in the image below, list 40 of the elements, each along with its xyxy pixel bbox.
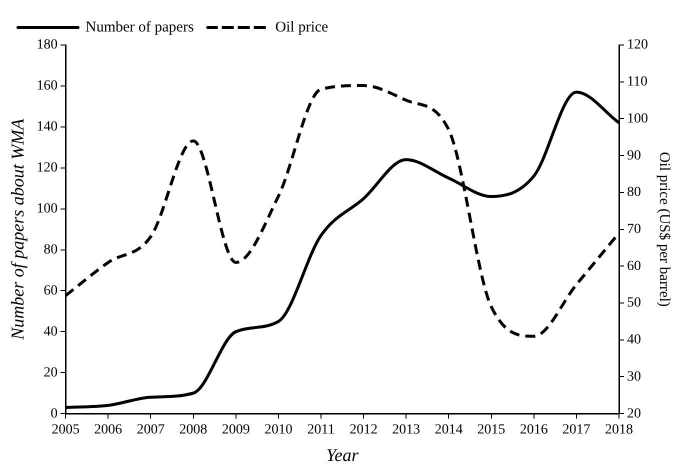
- x-tick-label: 2006: [94, 422, 122, 438]
- x-tick-label: 2011: [307, 422, 335, 438]
- y-tick-label: 140: [36, 120, 58, 135]
- y-tick-label: 0: [50, 406, 58, 422]
- x-tick-label: 2009: [222, 422, 250, 438]
- x-axis-title: Year: [326, 444, 360, 465]
- x-tick-label: 2005: [52, 422, 80, 438]
- y-tick-label: 80: [44, 242, 58, 258]
- y-tick-label: 60: [44, 283, 58, 298]
- y-tick-label: 40: [44, 324, 58, 340]
- y2-tick-label: 80: [627, 185, 641, 200]
- y2-tick-label: 30: [627, 369, 641, 384]
- y2-tick-label: 110: [627, 74, 648, 90]
- y2-tick-label: 20: [627, 406, 641, 422]
- y2-tick-label: 90: [627, 148, 641, 164]
- x-tick-label: 2008: [179, 422, 208, 438]
- y-tick-label: 160: [36, 78, 58, 94]
- y2-tick-label: 60: [627, 258, 641, 274]
- x-tick-label: 2014: [434, 422, 463, 438]
- y2-axis-title: Oil price (US$ per barrel): [656, 152, 672, 307]
- y-tick-label: 100: [36, 201, 58, 216]
- y2-tick-label: 120: [627, 38, 648, 53]
- legend-label: Number of papers: [86, 19, 194, 36]
- y-tick-label: 180: [36, 38, 58, 53]
- y2-tick-label: 40: [627, 332, 641, 348]
- x-tick-label: 2017: [562, 422, 590, 438]
- x-tick-label: 2010: [264, 422, 292, 438]
- legend-label: Oil price: [275, 19, 329, 36]
- y-axis-title: Number of papers about WMA: [8, 118, 28, 341]
- x-tick-label: 2015: [477, 422, 506, 438]
- y-tick-label: 20: [44, 365, 58, 380]
- x-tick-label: 2007: [136, 422, 165, 438]
- y2-tick-label: 100: [627, 111, 648, 126]
- y-tick-label: 120: [36, 160, 58, 176]
- x-tick-label: 2012: [350, 422, 378, 438]
- y2-tick-label: 50: [627, 296, 641, 311]
- y2-tick-label: 70: [627, 222, 641, 237]
- x-tick-label: 2016: [520, 422, 548, 438]
- x-tick-label: 2018: [605, 422, 633, 438]
- x-tick-label: 2013: [392, 422, 420, 438]
